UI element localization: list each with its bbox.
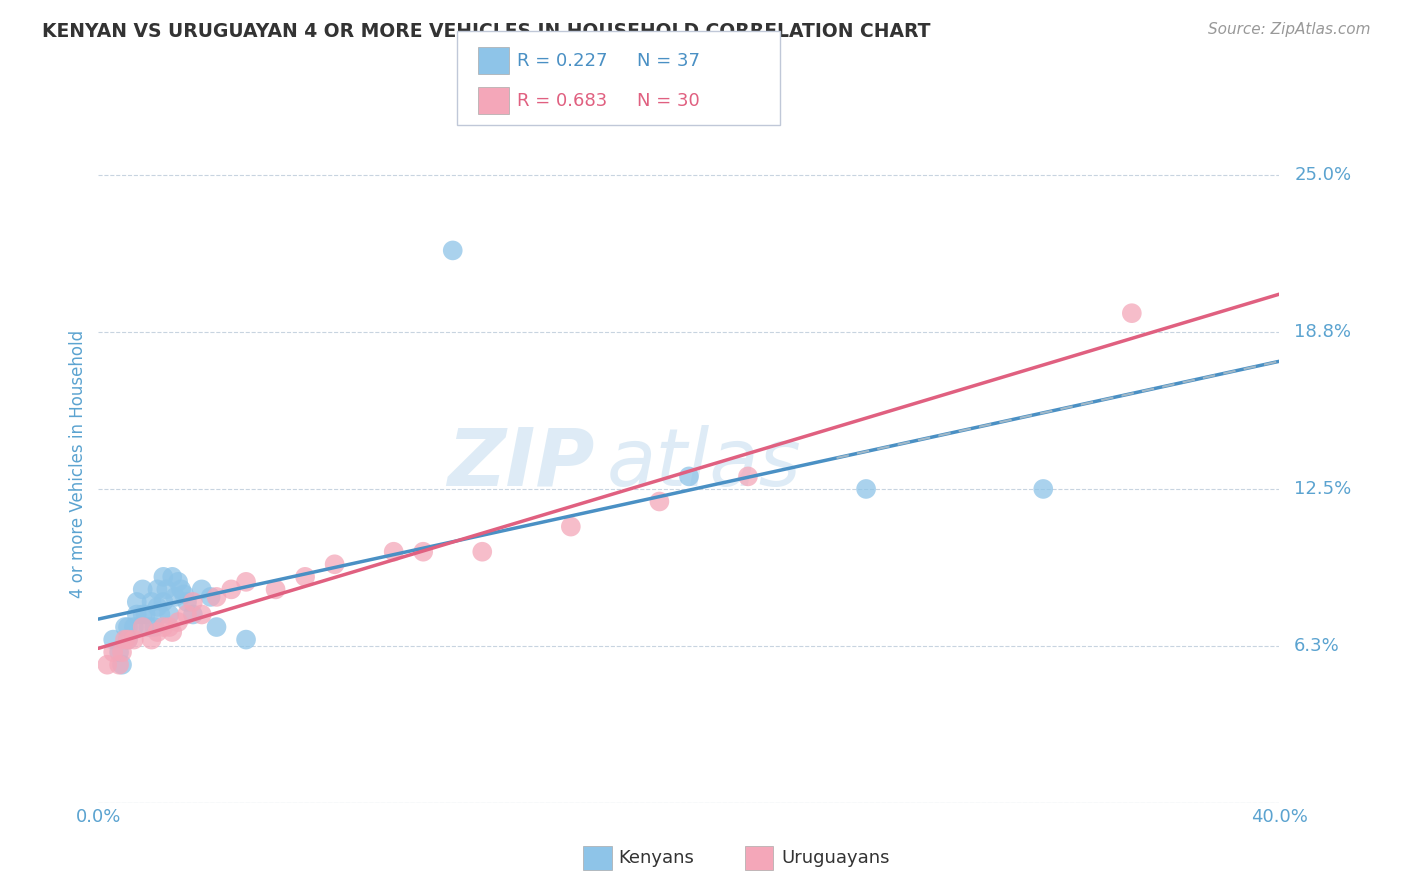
Point <box>155 582 177 597</box>
Point <box>146 625 169 640</box>
Point <box>181 607 204 622</box>
Point <box>167 615 190 629</box>
Point <box>111 645 134 659</box>
Point <box>678 469 700 483</box>
Point <box>149 607 172 622</box>
Point <box>167 574 190 589</box>
Text: Source: ZipAtlas.com: Source: ZipAtlas.com <box>1208 22 1371 37</box>
Point <box>96 657 118 672</box>
Point <box>191 582 214 597</box>
Point <box>111 657 134 672</box>
Point <box>648 494 671 508</box>
Text: KENYAN VS URUGUAYAN 4 OR MORE VEHICLES IN HOUSEHOLD CORRELATION CHART: KENYAN VS URUGUAYAN 4 OR MORE VEHICLES I… <box>42 22 931 41</box>
Point <box>441 244 464 258</box>
Point <box>146 599 169 614</box>
Point <box>162 570 183 584</box>
Point <box>165 590 187 604</box>
Point <box>152 570 174 584</box>
Point <box>157 607 180 622</box>
Text: N = 37: N = 37 <box>637 52 700 70</box>
Point <box>157 620 180 634</box>
Text: atlas: atlas <box>606 425 801 503</box>
Point <box>170 582 193 597</box>
Point <box>235 574 257 589</box>
Point <box>122 620 145 634</box>
Point <box>152 595 174 609</box>
Point <box>294 570 316 584</box>
Text: R = 0.227: R = 0.227 <box>517 52 607 70</box>
Point <box>382 545 405 559</box>
Point <box>191 607 214 622</box>
Point <box>114 632 136 647</box>
Text: 12.5%: 12.5% <box>1295 480 1351 498</box>
Point <box>221 582 243 597</box>
Point <box>1121 306 1143 320</box>
Point <box>108 645 131 659</box>
Point <box>181 595 204 609</box>
Point <box>117 620 139 634</box>
Point <box>264 582 287 597</box>
Point <box>138 620 160 634</box>
Point <box>125 595 148 609</box>
Point <box>205 590 228 604</box>
Point <box>173 587 195 601</box>
Point <box>200 590 222 604</box>
Point <box>323 558 346 572</box>
Point <box>143 620 166 634</box>
Text: ZIP: ZIP <box>447 425 595 503</box>
Point <box>162 625 183 640</box>
Point <box>205 620 228 634</box>
Text: N = 30: N = 30 <box>637 92 700 110</box>
Point <box>146 582 169 597</box>
Point <box>235 632 257 647</box>
Text: R = 0.683: R = 0.683 <box>517 92 607 110</box>
Point <box>141 632 163 647</box>
Point <box>1032 482 1054 496</box>
Point <box>176 595 198 609</box>
Point <box>471 545 494 559</box>
Point <box>135 607 157 622</box>
Point <box>152 620 174 634</box>
Text: Kenyans: Kenyans <box>619 849 695 867</box>
Text: Uruguayans: Uruguayans <box>782 849 890 867</box>
Point <box>103 632 125 647</box>
Point <box>176 607 198 622</box>
Text: 25.0%: 25.0% <box>1295 166 1351 184</box>
Point <box>117 632 139 647</box>
Point <box>132 620 155 634</box>
Point <box>122 632 145 647</box>
Point <box>560 519 582 533</box>
Point <box>412 545 434 559</box>
Point <box>141 595 163 609</box>
Point <box>108 657 131 672</box>
Point <box>117 632 139 647</box>
Point <box>114 620 136 634</box>
Point <box>125 607 148 622</box>
Text: 6.3%: 6.3% <box>1295 637 1340 655</box>
Point <box>132 607 155 622</box>
Point <box>132 582 155 597</box>
Text: 18.8%: 18.8% <box>1295 323 1351 341</box>
Y-axis label: 4 or more Vehicles in Household: 4 or more Vehicles in Household <box>69 330 87 598</box>
Point <box>103 645 125 659</box>
Point <box>855 482 877 496</box>
Point <box>737 469 759 483</box>
